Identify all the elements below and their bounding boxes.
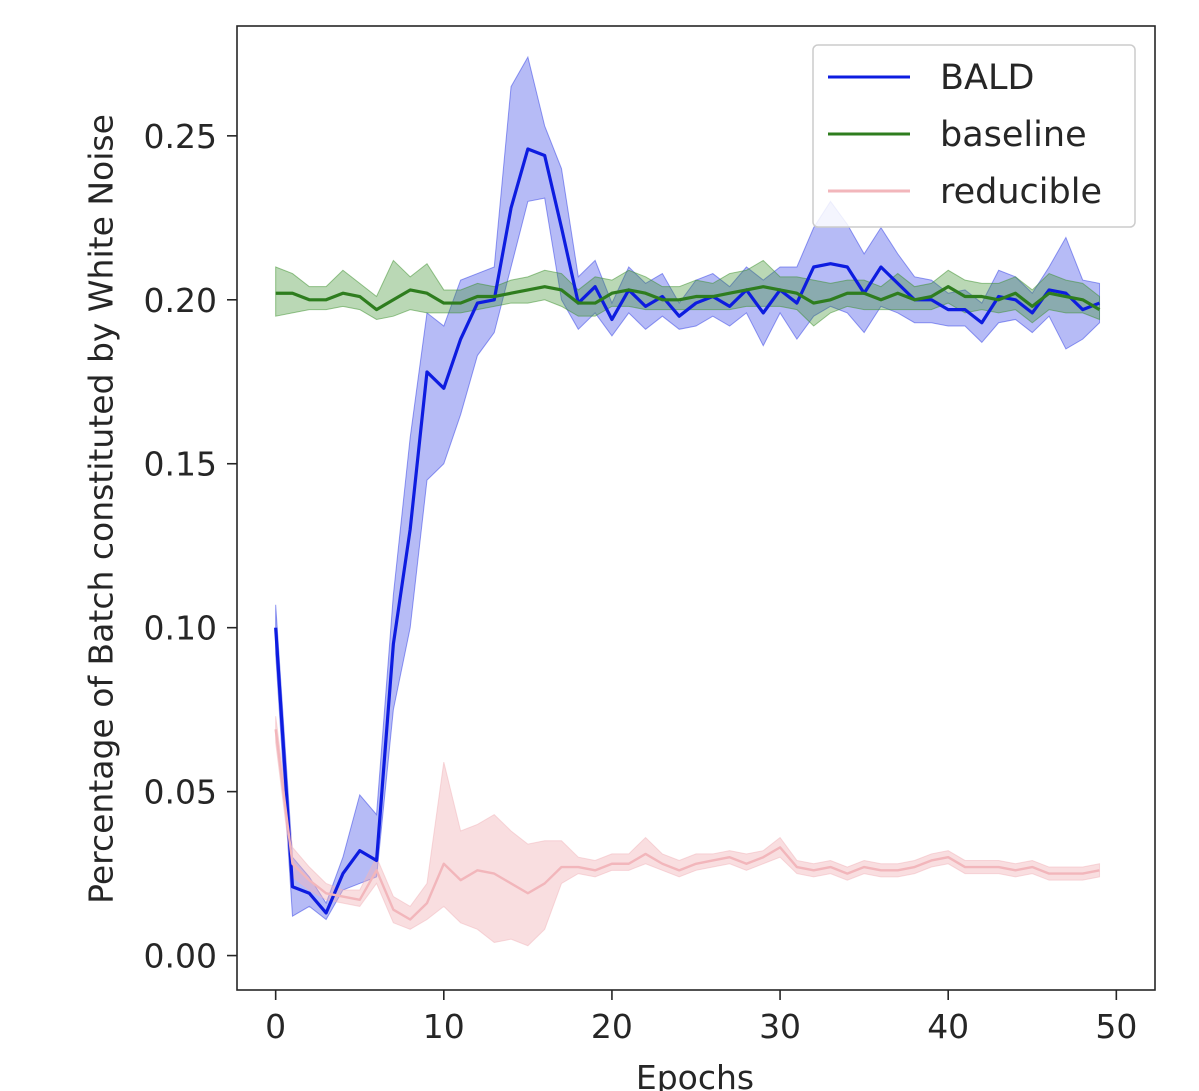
band-bald — [275, 55, 1101, 921]
legend-label-bald: BALD — [940, 58, 1034, 98]
y-tick-label: 0.05 — [144, 773, 217, 812]
series-lines — [274, 147, 1101, 921]
band-reducible — [275, 716, 1101, 947]
x-tick-label: 30 — [759, 1007, 801, 1046]
x-tick-label: 40 — [927, 1007, 969, 1046]
y-tick-label: 0.15 — [144, 445, 217, 484]
plot-frame — [236, 25, 1156, 991]
x-axis-label: Epochs — [636, 1058, 754, 1091]
y-axis-ticks: 0.00 0.05 0.10 0.15 0.20 0.25 — [144, 117, 237, 976]
y-tick-label: 0.00 — [144, 937, 217, 976]
y-tick-label: 0.25 — [144, 117, 217, 156]
legend-label-baseline: baseline — [940, 115, 1087, 155]
x-tick-label: 0 — [265, 1007, 286, 1046]
x-tick-label: 10 — [423, 1007, 465, 1046]
x-axis-ticks: 0 10 20 30 40 50 — [265, 990, 1137, 1046]
x-tick-label: 20 — [591, 1007, 633, 1046]
legend: BALD baseline reducible — [812, 44, 1136, 228]
confidence-bands — [275, 55, 1101, 947]
line-baseline — [275, 285, 1101, 312]
legend-box — [812, 44, 1136, 228]
y-tick-label: 0.10 — [144, 609, 217, 648]
y-tick-label: 0.20 — [144, 281, 217, 320]
legend-label-reducible: reducible — [940, 172, 1102, 212]
y-axis-label: Percentage of Batch constituted by White… — [82, 114, 121, 904]
line-bald — [274, 147, 1101, 915]
line-reducible — [274, 729, 1100, 921]
band-baseline — [275, 259, 1101, 327]
x-tick-label: 50 — [1095, 1007, 1137, 1046]
